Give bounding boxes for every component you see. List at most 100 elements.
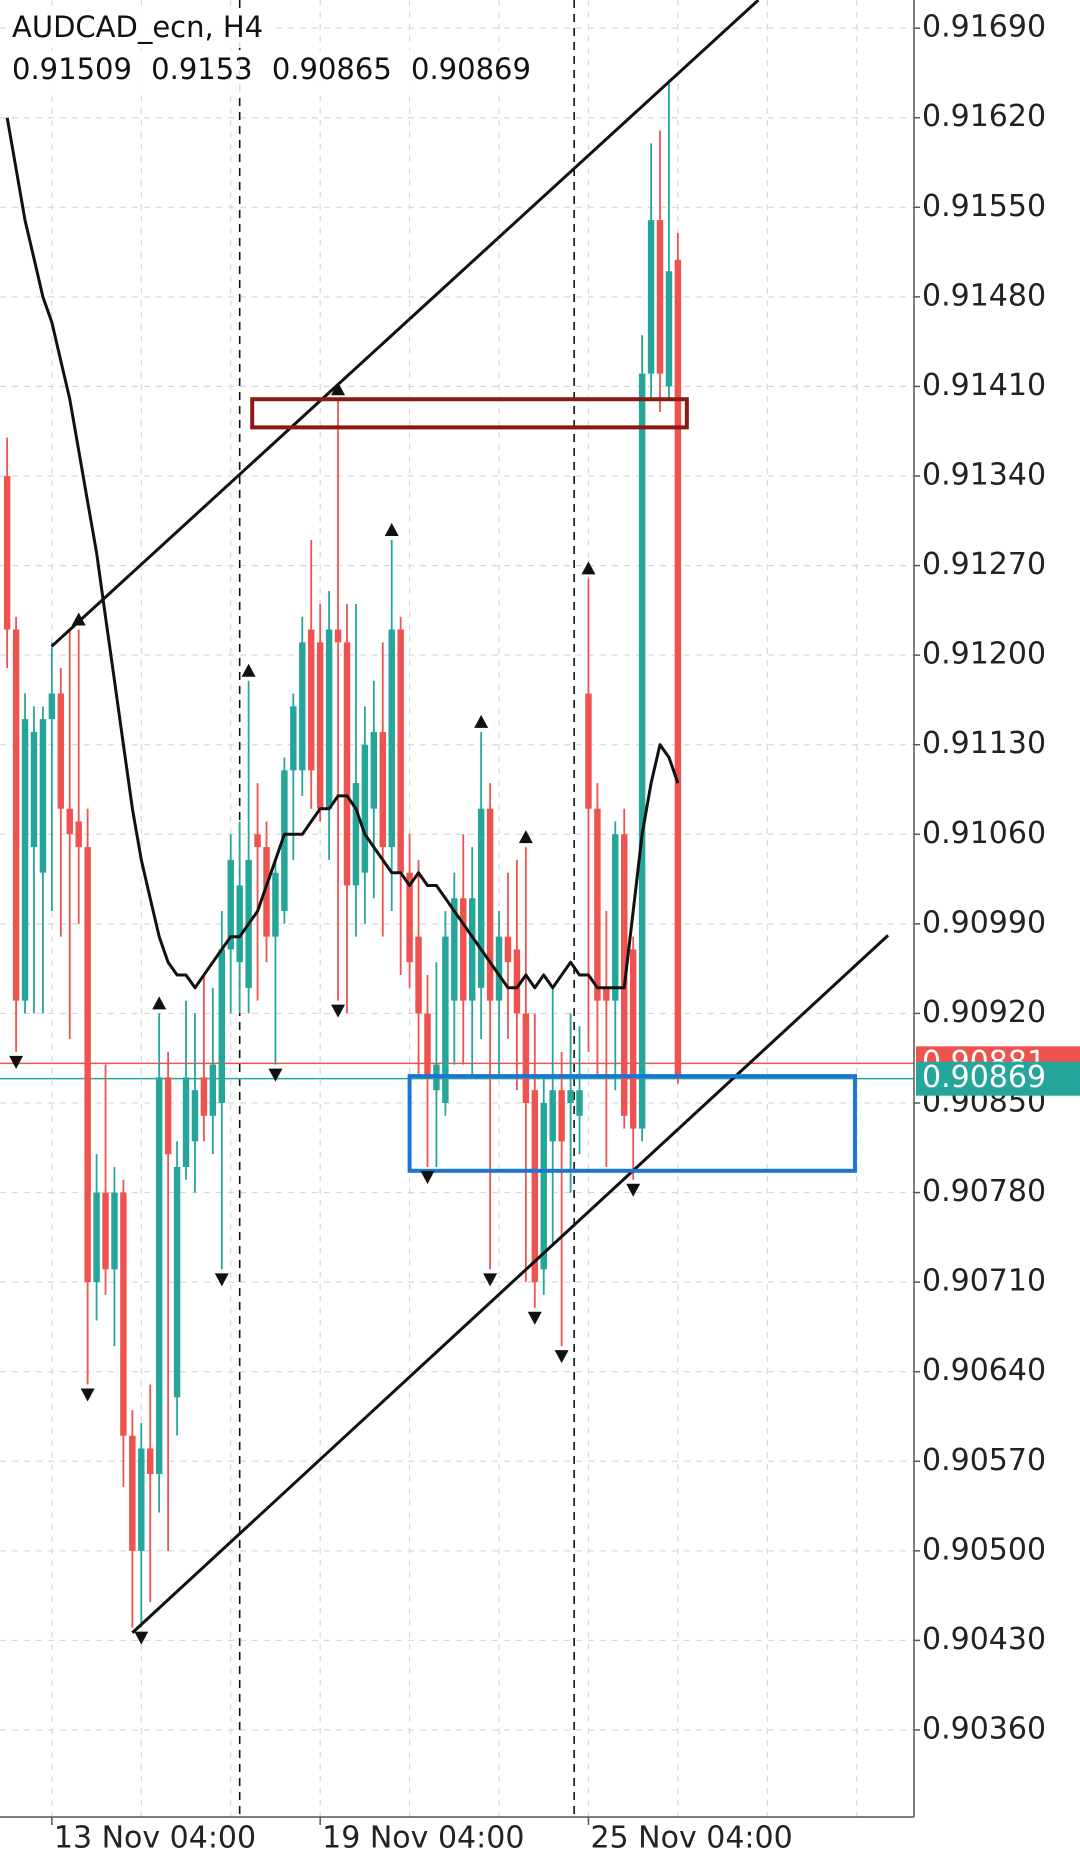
y-tick-label: 0.90920 — [922, 995, 1046, 1030]
candle-body — [424, 1013, 431, 1078]
fractal-down — [483, 1273, 498, 1287]
candle-body — [638, 373, 646, 1129]
bid-label: 0.90869 — [922, 1060, 1046, 1095]
candle-body — [629, 949, 637, 1129]
candle-body — [299, 642, 306, 771]
candle-body — [406, 872, 413, 963]
candle-body — [352, 783, 360, 886]
candle-body — [209, 1064, 217, 1116]
axis-layer: 0.91690 0.91620 0.91550 0.91480 0.91410 0.913… — [51, 10, 1080, 1856]
candle-body — [138, 1448, 145, 1551]
y-tick-label: 0.91480 — [922, 278, 1046, 313]
y-tick-label: 0.91690 — [922, 10, 1046, 45]
candle-body — [281, 770, 288, 912]
candle-body — [576, 1090, 583, 1116]
x-tick-label: 19 Nov 04:00 — [322, 1821, 524, 1856]
zone-rectangle — [407, 1074, 857, 1173]
candle-body — [147, 1448, 154, 1475]
candle-body — [442, 936, 449, 1103]
fractal-up — [518, 830, 533, 844]
candle-body — [290, 706, 297, 771]
header-bg — [6, 50, 566, 92]
ohlc-high: 0.9153 — [151, 52, 252, 86]
fractal-down — [268, 1068, 283, 1082]
candle-body — [397, 629, 404, 873]
candle-body — [173, 1166, 181, 1398]
ohlc-readout: 0.91509 0.9153 0.90865 0.90869 — [12, 52, 531, 86]
fractal-down — [554, 1350, 569, 1364]
candle-body — [308, 629, 315, 771]
fractal-up — [152, 996, 167, 1010]
candle-body — [468, 898, 476, 1001]
candle-body — [585, 693, 592, 809]
candle-body — [102, 1192, 109, 1270]
candle-body — [504, 936, 512, 963]
candle-body — [460, 898, 467, 1001]
candle-body — [531, 1090, 539, 1283]
candle-body — [558, 1090, 565, 1142]
symbol-title: AUDCAD_ecn, H4 — [12, 10, 263, 44]
candle-body — [129, 1435, 136, 1551]
fractal-down — [331, 1004, 346, 1018]
fractal-up — [331, 382, 346, 396]
y-tick-label: 0.91200 — [922, 637, 1046, 672]
candle-body — [48, 693, 56, 720]
candle-body — [603, 987, 610, 1001]
fractal-up — [71, 612, 86, 626]
bid-label-box — [916, 1061, 1080, 1096]
y-tick-label: 0.91270 — [922, 547, 1046, 582]
y-tick-label: 0.91060 — [922, 816, 1046, 851]
y-tick-label: 0.91340 — [922, 458, 1046, 493]
candle-body — [477, 808, 485, 988]
trendline — [131, 934, 890, 1634]
fractal-down — [214, 1273, 229, 1287]
candle-body — [343, 642, 351, 886]
candle-body — [451, 898, 458, 1001]
candle-body — [164, 1077, 172, 1155]
ohlc-low: 0.90865 — [272, 52, 392, 86]
y-tick-label: 0.90360 — [922, 1711, 1046, 1746]
candle-body — [254, 834, 261, 848]
candle-body — [57, 693, 65, 809]
y-tick-label: 0.90430 — [922, 1622, 1046, 1657]
candle-body — [370, 731, 378, 809]
candle-body — [379, 731, 386, 848]
candle-body — [21, 719, 29, 1001]
candle-body — [263, 847, 270, 937]
y-tick-label: 0.91410 — [922, 368, 1046, 403]
y-tick-label: 0.91130 — [922, 726, 1046, 761]
fractal-up — [384, 522, 399, 536]
ohlc-close: 0.90869 — [411, 52, 531, 86]
moving-average — [5, 117, 680, 990]
candle-body — [540, 1102, 547, 1270]
fractal-down — [527, 1311, 542, 1325]
candle-body — [84, 847, 91, 1283]
candle-body — [39, 719, 47, 873]
candle-body — [236, 885, 243, 963]
candle-body — [513, 949, 521, 1014]
candle-body — [30, 731, 38, 848]
candle-body — [316, 642, 324, 809]
candle-body — [594, 808, 601, 1001]
zone-rectangle — [250, 397, 689, 430]
candle-body — [334, 629, 342, 643]
candle-body — [227, 859, 234, 950]
ohlc-open: 0.91509 — [12, 52, 132, 86]
candle-body — [522, 1013, 530, 1103]
x-tick-label: 25 Nov 04:00 — [590, 1821, 792, 1856]
fractal-up — [474, 714, 489, 728]
y-tick-label: 0.91620 — [922, 99, 1046, 134]
fractal-up — [241, 663, 256, 677]
trendline — [50, 0, 760, 648]
candle-body — [218, 949, 226, 1103]
candle-body — [388, 629, 395, 848]
candle-body — [93, 1192, 100, 1283]
candle-body — [415, 936, 422, 1014]
y-tick-label: 0.90780 — [922, 1174, 1046, 1209]
candle-body — [155, 1077, 163, 1475]
fractal-down — [134, 1631, 149, 1645]
fractal-up — [581, 561, 596, 575]
candle-body — [272, 872, 279, 937]
candle-body — [674, 259, 682, 1079]
